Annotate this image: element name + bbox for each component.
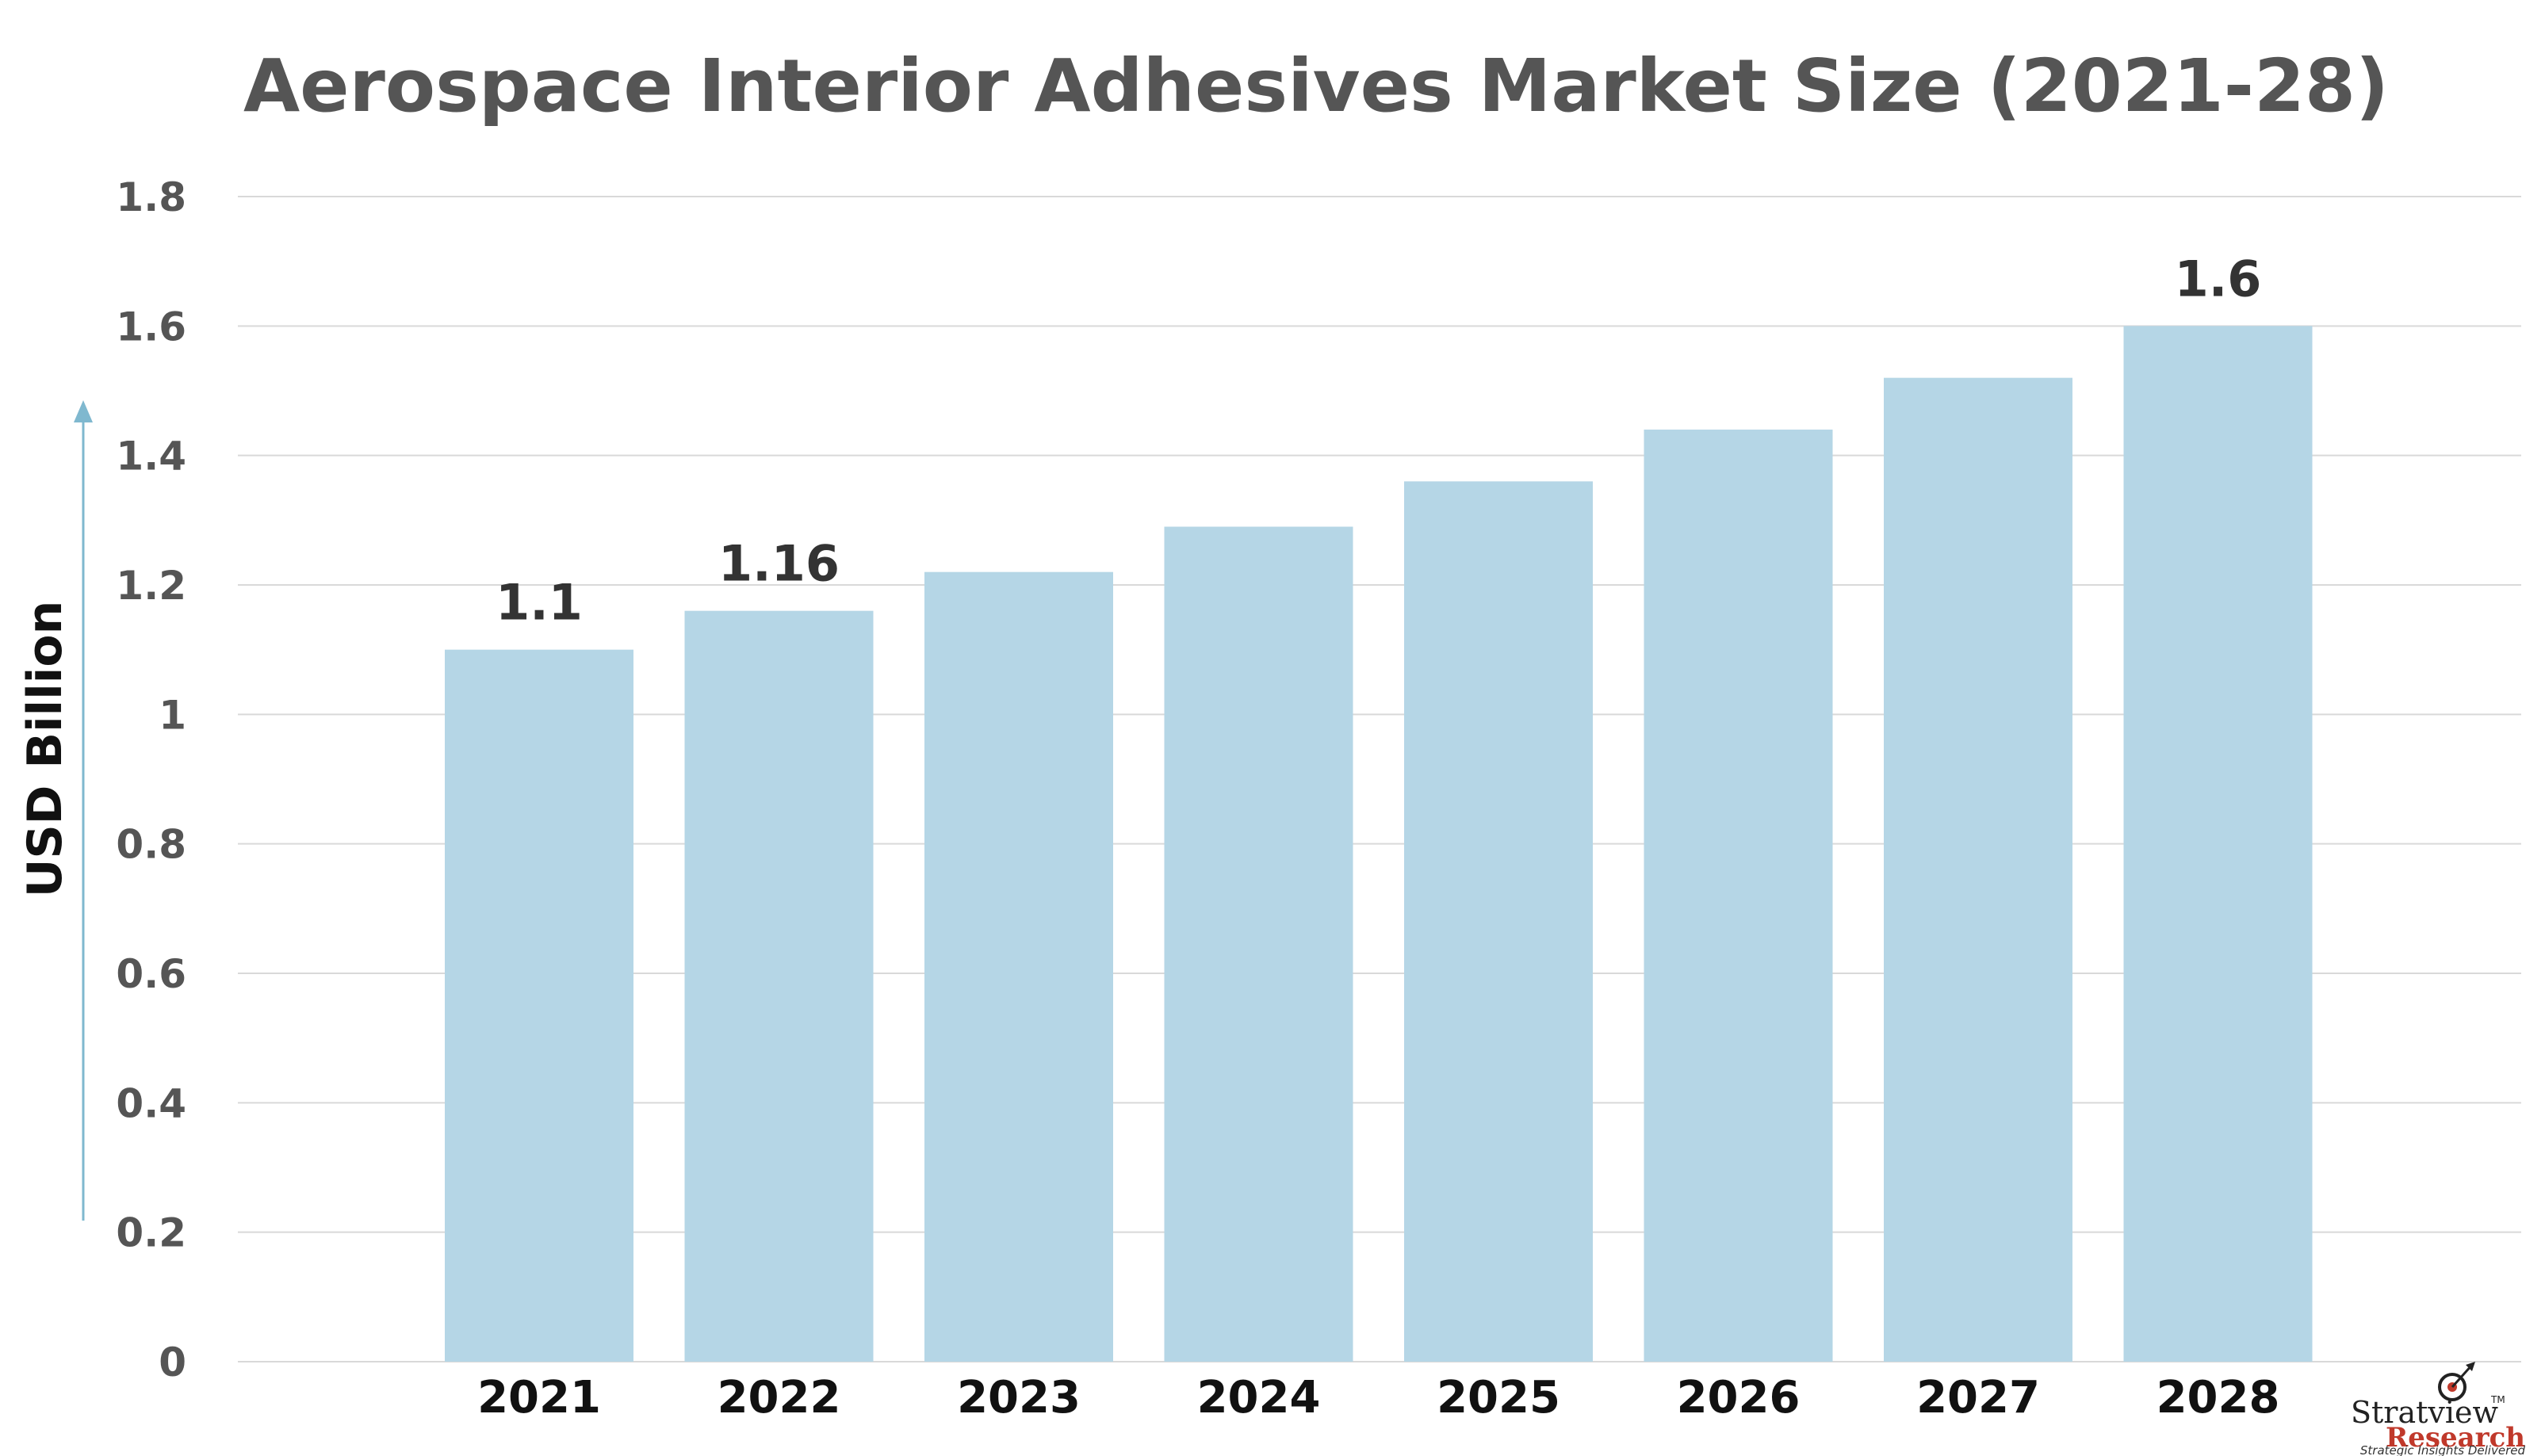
stratview-logo: Stratview TM Research Strategic Insights…	[2351, 1362, 2525, 1456]
y-tick-label: 0.4	[116, 1080, 186, 1126]
data-label: 1.1	[496, 574, 583, 632]
y-tick-label: 0	[159, 1339, 186, 1385]
x-tick-label: 2021	[477, 1372, 601, 1424]
y-tick-label: 0.8	[116, 822, 186, 868]
bar-2028	[2123, 326, 2313, 1362]
y-axis-arrow	[74, 400, 93, 1221]
bar-2026	[1644, 430, 1833, 1362]
y-tick-label: 1.4	[116, 434, 186, 480]
data-label: 1.6	[2175, 250, 2262, 308]
y-tick-label: 1.6	[116, 304, 186, 350]
x-tick-label: 2025	[1437, 1372, 1560, 1424]
y-tick-label: 0.2	[116, 1210, 186, 1256]
bar-2021	[445, 649, 633, 1362]
chart-title: Aerospace Interior Adhesives Market Size…	[243, 44, 2389, 128]
y-axis-label: USD Billion	[17, 601, 73, 898]
logo-trademark: TM	[2490, 1394, 2505, 1405]
bar-2023	[924, 571, 1113, 1362]
y-tick-label: 1.8	[116, 174, 186, 220]
bar-2027	[1884, 377, 2072, 1362]
x-tick-label: 2023	[957, 1372, 1081, 1424]
x-tick-labels: 2021 2022 2023 2024 2025 2026 2027 2028	[477, 1372, 2279, 1424]
target-arrow-icon	[2438, 1362, 2475, 1401]
y-tick-label: 1	[159, 692, 186, 738]
y-tick-label: 1.2	[116, 563, 186, 609]
y-tick-labels: 0 0.2 0.4 0.6 0.8 1 1.2 1.4 1.6 1.8	[116, 174, 186, 1385]
logo-tagline: Strategic Insights Delivered	[2360, 1443, 2526, 1456]
bars	[445, 326, 2313, 1362]
x-tick-label: 2024	[1197, 1372, 1321, 1424]
logo-sub: Research	[2386, 1422, 2525, 1454]
bar-2025	[1404, 481, 1593, 1362]
x-tick-label: 2028	[2157, 1372, 2280, 1424]
y-tick-label: 0.6	[116, 951, 186, 997]
bar-2022	[684, 610, 874, 1362]
data-labels: 1.1 1.16 1.6	[496, 250, 2261, 631]
x-tick-label: 2022	[718, 1372, 841, 1424]
x-tick-label: 2027	[1916, 1372, 2040, 1424]
x-tick-label: 2026	[1677, 1372, 1801, 1424]
bar-2024	[1164, 526, 1353, 1362]
data-label: 1.16	[718, 535, 840, 593]
logo-name: Stratview	[2351, 1395, 2499, 1430]
